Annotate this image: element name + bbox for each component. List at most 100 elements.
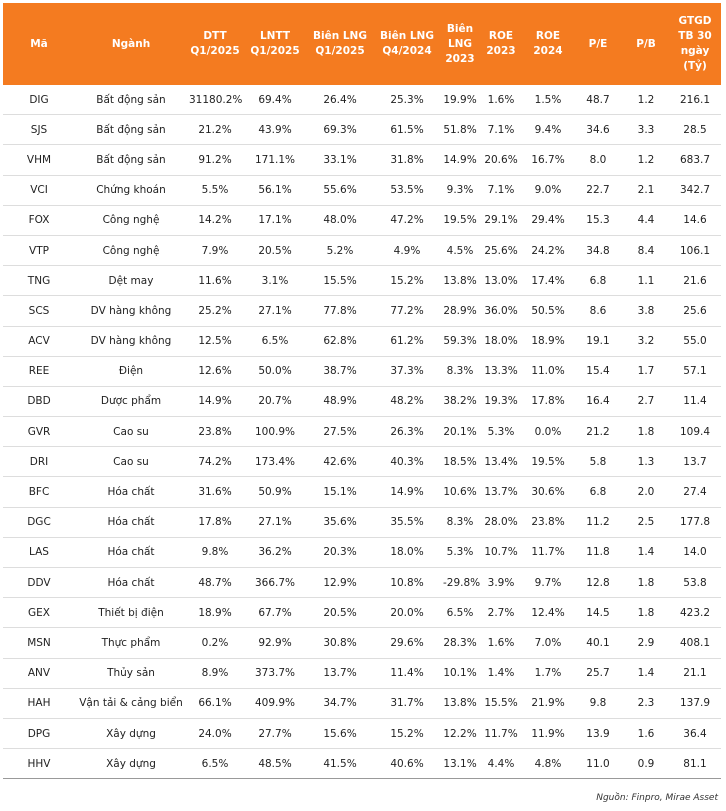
- table-cell: 5.5%: [187, 175, 243, 206]
- table-cell: 11.0%: [523, 356, 573, 387]
- table-cell: 13.9: [573, 718, 623, 750]
- column-header: GTGD TB 30 ngày (Tỷ): [669, 3, 721, 85]
- table-cell: 51.8%: [441, 114, 479, 146]
- table-cell: 14.9%: [441, 144, 479, 176]
- table-cell: 67.7%: [243, 597, 307, 629]
- table-cell: 25.6%: [479, 235, 523, 267]
- table-cell: 41.5%: [307, 748, 373, 780]
- table-row: HAH Vận tải & cảng biển 66.1% 409.9% 34.7% 31…: [3, 688, 721, 719]
- table-cell: 12.2%: [441, 718, 479, 750]
- table-cell: 11.7%: [479, 718, 523, 750]
- table-cell: 50.5%: [523, 295, 573, 327]
- table-cell: 10.8%: [373, 567, 441, 599]
- table-cell: 35.5%: [373, 507, 441, 538]
- table-cell: 40.6%: [373, 748, 441, 780]
- table-cell: 38.7%: [307, 356, 373, 387]
- table-cell: 2.0: [623, 476, 669, 508]
- table-cell: Cao su: [75, 416, 187, 448]
- table-cell: 91.2%: [187, 144, 243, 176]
- table-cell: 48.7: [573, 85, 623, 116]
- header-line: P/B: [636, 37, 656, 50]
- table-row: REE Điện 12.6% 50.0% 38.7% 37.3% 8.3% 13.3% 11.0…: [3, 356, 721, 387]
- table-cell: 15.6%: [307, 718, 373, 750]
- table-cell: 40.3%: [373, 446, 441, 478]
- table-cell: 11.0: [573, 748, 623, 780]
- table-cell: 21.1: [669, 658, 721, 689]
- table-cell: 11.6%: [187, 265, 243, 297]
- table-cell: 57.1: [669, 356, 721, 387]
- table-row: ACV DV hàng không 12.5% 6.5% 62.8% 61.2% 59.3%…: [3, 326, 721, 357]
- table-cell: GVR: [3, 416, 75, 448]
- table-cell: 25.2%: [187, 295, 243, 327]
- table-cell: 38.2%: [441, 386, 479, 418]
- table-cell: 17.4%: [523, 265, 573, 297]
- table-cell: 8.3%: [441, 356, 479, 387]
- table-cell: 11.8: [573, 537, 623, 569]
- table-row: DRI Cao su 74.2% 173.4% 42.6% 40.3% 18.5% 13.4%…: [3, 446, 721, 478]
- table-cell: 19.3%: [479, 386, 523, 418]
- table-cell: 36.0%: [479, 295, 523, 327]
- table-cell: 12.5%: [187, 326, 243, 357]
- table-cell: 19.1: [573, 326, 623, 357]
- table-cell: 25.3%: [373, 85, 441, 116]
- column-header: DTT Q1/2025: [187, 3, 243, 85]
- table-row: SJS Bất động sản 21.2% 43.9% 69.3% 61.5% 51.8%…: [3, 114, 721, 146]
- column-header: Ngành: [75, 3, 187, 85]
- table-cell: 366.7%: [243, 567, 307, 599]
- table-cell: 26.4%: [307, 85, 373, 116]
- table-cell: Thủy sản: [75, 658, 187, 689]
- data-table: Mã Ngành DTT Q1/2025 LNTT Q1/2025 Biên LNG Q1/2…: [3, 3, 721, 780]
- table-cell: 62.8%: [307, 326, 373, 357]
- table-cell: 3.3: [623, 114, 669, 146]
- header-line: 2023: [486, 45, 516, 57]
- table-cell: HAH: [3, 688, 75, 719]
- column-header: Biên LNG 2023: [441, 3, 479, 85]
- table-cell: 48.2%: [373, 386, 441, 418]
- table-cell: 1.5%: [523, 85, 573, 116]
- header-line: LNG: [447, 37, 473, 50]
- table-cell: 20.3%: [307, 537, 373, 569]
- table-cell: 177.8: [669, 507, 721, 538]
- table-cell: 81.1: [669, 748, 721, 780]
- table-cell: Bất động sản: [75, 85, 187, 116]
- table-cell: 9.0%: [523, 175, 573, 206]
- table-cell: 18.5%: [441, 446, 479, 478]
- table-cell: DV hàng không: [75, 295, 187, 327]
- header-line: ROE: [535, 30, 561, 42]
- table-cell: SCS: [3, 295, 75, 327]
- table-cell: 48.9%: [307, 386, 373, 418]
- table-cell: 12.6%: [187, 356, 243, 387]
- header-line: GTGD: [678, 15, 712, 27]
- table-cell: 25.6: [669, 295, 721, 327]
- table-cell: 373.7%: [243, 658, 307, 689]
- table-cell: 17.8%: [523, 386, 573, 418]
- table-cell: 15.5%: [307, 265, 373, 297]
- table-cell: 66.1%: [187, 688, 243, 719]
- header-line: Mã: [30, 37, 48, 50]
- table-cell: 216.1: [669, 85, 721, 116]
- table-cell: 27.1%: [243, 295, 307, 327]
- table-cell: 1.4%: [479, 658, 523, 689]
- header-line: Q4/2024: [382, 45, 432, 57]
- column-header: P/E: [573, 3, 623, 85]
- table-cell: 31.8%: [373, 144, 441, 176]
- table-cell: 28.5: [669, 114, 721, 146]
- table-cell: 9.3%: [441, 175, 479, 206]
- table-cell: 30.8%: [307, 627, 373, 659]
- table-cell: 28.3%: [441, 627, 479, 659]
- table-cell: 13.0%: [479, 265, 523, 297]
- table-cell: 7.9%: [187, 235, 243, 267]
- table-cell: 31180.2%: [187, 85, 243, 116]
- table-cell: 12.9%: [307, 567, 373, 599]
- table-row: DBD Dược phẩm 14.9% 20.7% 48.9% 48.2% 38.2% 19.…: [3, 386, 721, 418]
- table-cell: 34.8: [573, 235, 623, 267]
- table-cell: 106.1: [669, 235, 721, 267]
- table-cell: 4.4: [623, 205, 669, 236]
- table-cell: 15.2%: [373, 265, 441, 297]
- table-cell: 61.2%: [373, 326, 441, 357]
- table-cell: Dệt may: [75, 265, 187, 297]
- table-cell: REE: [3, 356, 75, 387]
- table-cell: 55.0: [669, 326, 721, 357]
- table-cell: 10.1%: [441, 658, 479, 689]
